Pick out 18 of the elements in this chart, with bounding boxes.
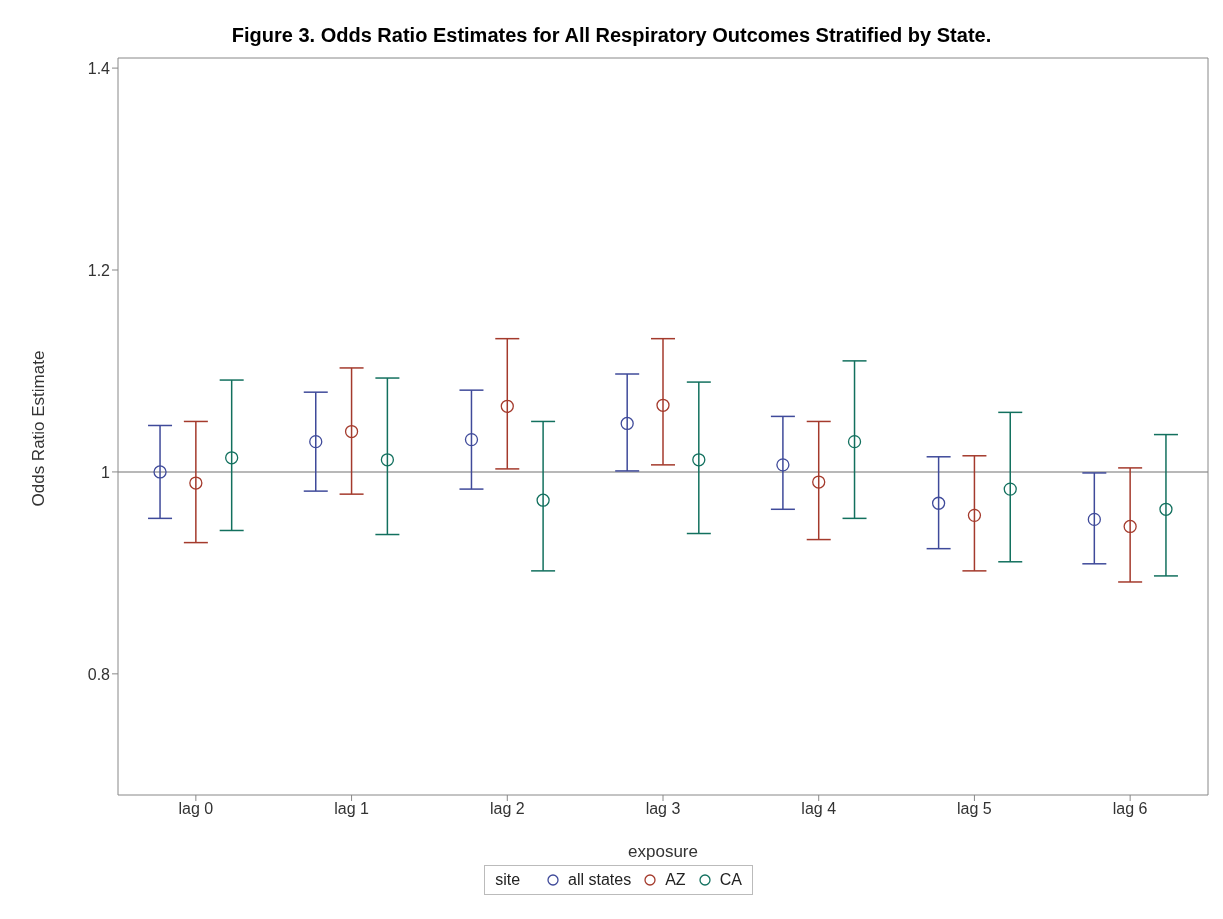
x-tick-label: lag 4 xyxy=(801,800,837,818)
x-tick-label: lag 0 xyxy=(178,800,214,818)
x-tick-label: lag 6 xyxy=(1112,800,1148,818)
y-tick-label: 1.4 xyxy=(87,59,111,77)
legend-label: CA xyxy=(719,871,742,889)
chart-title: Figure 3. Odds Ratio Estimates for All Respiratory Outcomes Stratified by State. xyxy=(230,23,993,47)
x-tick-label: lag 5 xyxy=(957,800,992,818)
x-tick-label: lag 1 xyxy=(334,800,370,818)
legend-label: AZ xyxy=(665,871,686,889)
x-tick-label: lag 2 xyxy=(489,800,525,818)
x-tick-label: lag 3 xyxy=(645,800,681,818)
y-tick-label: 0.8 xyxy=(87,665,111,683)
x-axis-title: exposure xyxy=(628,842,698,861)
y-tick-label: 1.2 xyxy=(87,261,111,279)
y-tick-label: 1 xyxy=(101,463,111,481)
y-axis-title: Odds Ratio Estimate xyxy=(29,350,49,507)
legend-label: all states xyxy=(568,871,632,889)
legend-title: site xyxy=(495,871,521,889)
